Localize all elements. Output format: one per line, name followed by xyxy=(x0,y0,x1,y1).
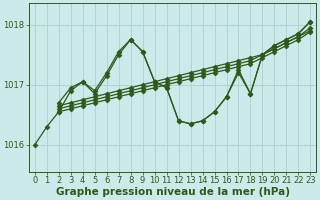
X-axis label: Graphe pression niveau de la mer (hPa): Graphe pression niveau de la mer (hPa) xyxy=(56,187,290,197)
